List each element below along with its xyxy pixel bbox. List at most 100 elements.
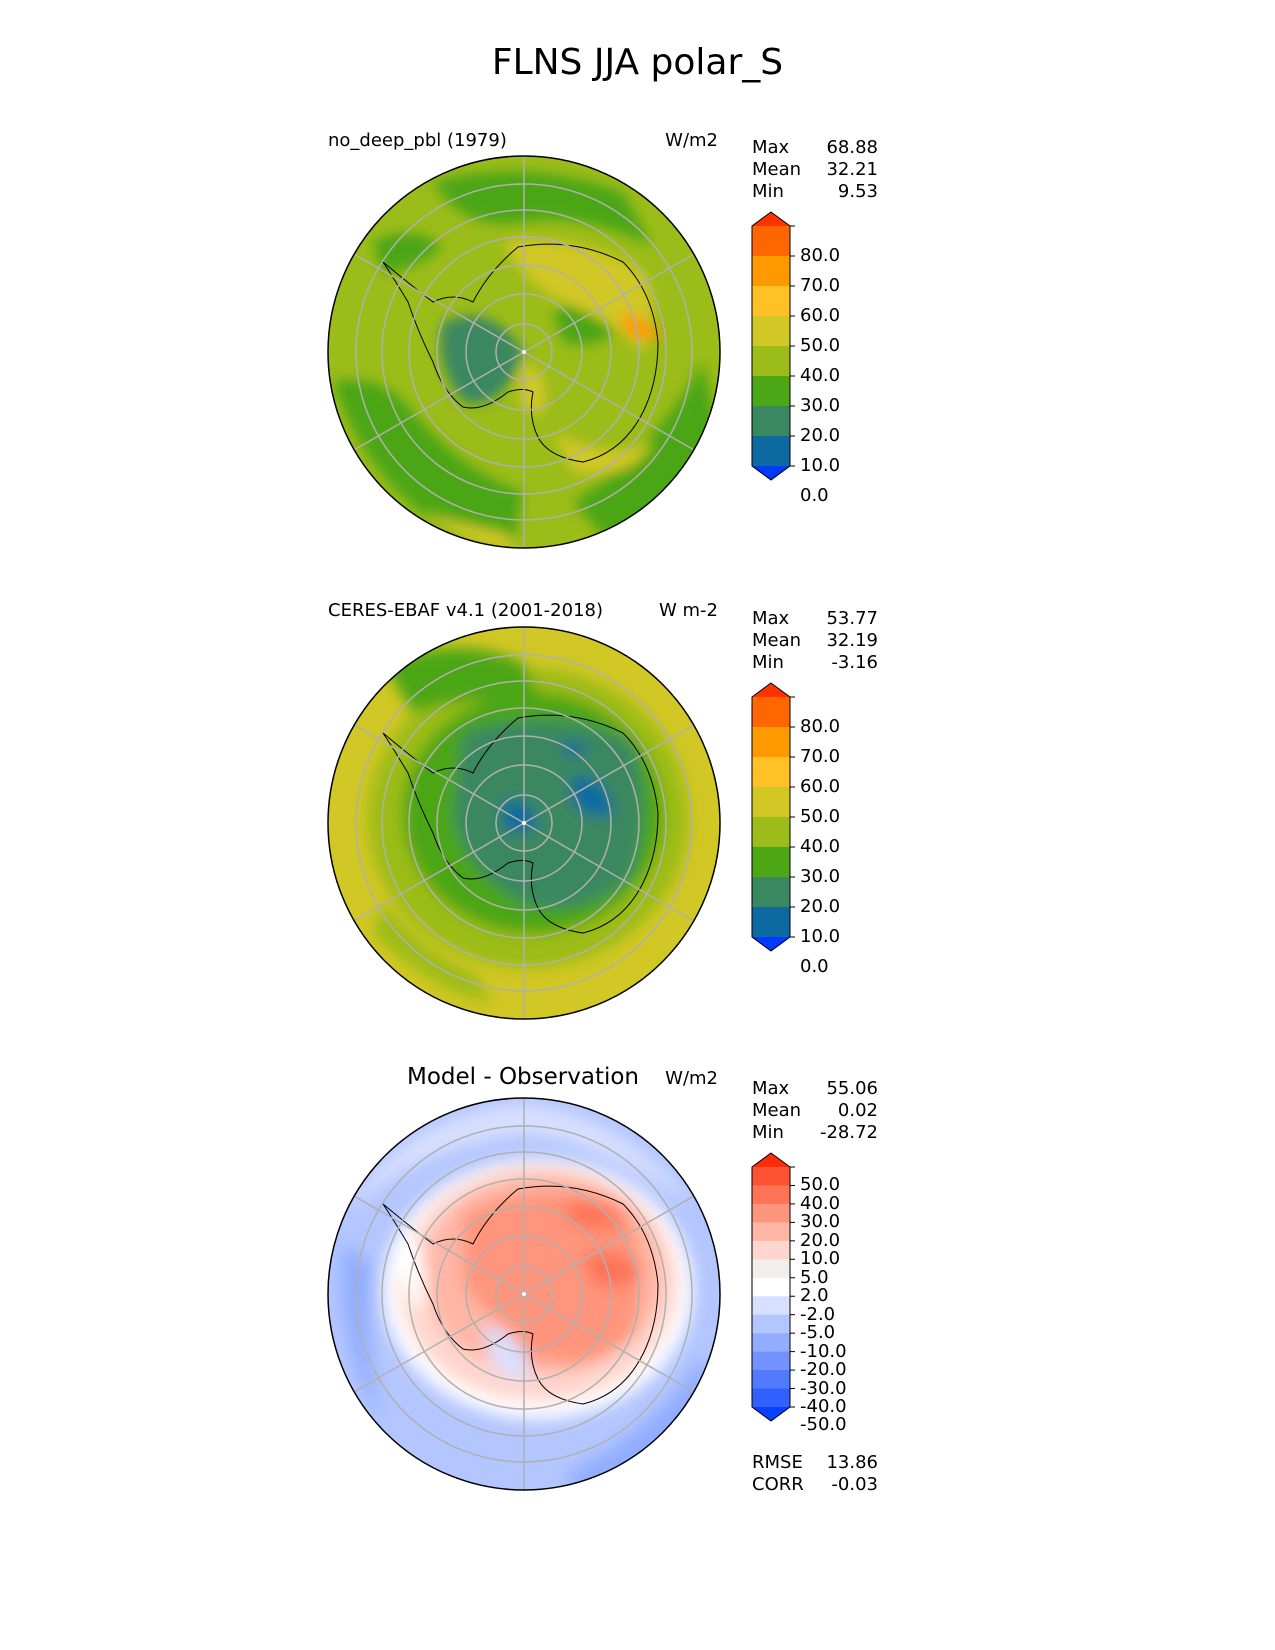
colorbar-extend-max	[752, 1153, 790, 1167]
colorbar-tick-label: 60.0	[800, 305, 841, 326]
metric-value: -0.03	[831, 1474, 878, 1495]
panel-1-map	[327, 155, 721, 549]
colorbar-segment	[752, 1167, 790, 1186]
colorbar-segment	[752, 1222, 790, 1242]
metric-label: CORR	[752, 1474, 804, 1495]
stat-value: -28.72	[819, 1122, 878, 1143]
colorbar-tick-label: -40.0	[800, 1396, 847, 1417]
colorbar-tick-label: -2.0	[800, 1303, 836, 1325]
colorbar-tick-label: 40.0	[800, 365, 841, 386]
colorbar-tick-label: 10.0	[800, 926, 841, 947]
colorbar-segment	[752, 226, 790, 257]
colorbar-segment	[752, 406, 790, 437]
colorbar-segment	[752, 847, 790, 878]
colorbar-segment	[752, 256, 790, 287]
colorbar-tick-label: 30.0	[800, 1211, 841, 1233]
colorbar-segment	[752, 1388, 790, 1408]
colorbar-tick-label: -20.0	[800, 1359, 847, 1381]
stat-value: 53.77	[826, 608, 878, 629]
colorbar-segment	[752, 316, 790, 347]
colorbar-tick-label: 20.0	[800, 1229, 841, 1251]
panel-2-colorbar	[751, 682, 795, 952]
colorbar-tick-label: 60.0	[800, 776, 841, 797]
colorbar-tick-label: 2.0	[800, 1285, 829, 1307]
panel-3-units: W/m2	[665, 1068, 718, 1089]
stat-value: 68.88	[826, 137, 878, 158]
colorbar-segment	[752, 697, 790, 728]
colorbar-tick-label: 80.0	[800, 716, 841, 737]
stat-value: 9.53	[837, 181, 878, 202]
colorbar-segment	[752, 787, 790, 818]
colorbar-tick-label: 10.0	[800, 455, 841, 476]
colorbar-tick-label: -10.0	[800, 1340, 847, 1362]
colorbar-tick-label: -50.0	[800, 1414, 847, 1436]
panel-1-colorbar	[751, 211, 795, 481]
colorbar-tick-label: 20.0	[800, 425, 841, 446]
colorbar-tick-label: 30.0	[800, 866, 841, 887]
colorbar-segment	[752, 1277, 790, 1297]
stat-value: 55.06	[826, 1078, 878, 1099]
colorbar-segment	[752, 1333, 790, 1353]
colorbar-tick-label: 30.0	[800, 395, 841, 416]
colorbar-extend-min	[752, 937, 790, 951]
colorbar-tick-label: 20.0	[800, 896, 841, 917]
stat-label: Min	[752, 652, 784, 673]
panel-3-map	[327, 1097, 721, 1491]
stat-label: Min	[752, 181, 784, 202]
colorbar-tick-label: 50.0	[800, 806, 841, 827]
colorbar-tick-label: 10.0	[800, 1248, 841, 1270]
colorbar-segment	[752, 727, 790, 758]
stat-label: Mean	[752, 1100, 802, 1121]
colorbar-segment	[752, 1259, 790, 1279]
colorbar-segment	[752, 1314, 790, 1334]
colorbar-segment	[752, 346, 790, 377]
stat-value: 32.21	[826, 159, 878, 180]
metric-value: 13.86	[826, 1452, 878, 1473]
panel-3-title: Model - Observation	[406, 1064, 640, 1090]
colorbar-segment	[752, 757, 790, 788]
colorbar-segment	[752, 1351, 790, 1371]
colorbar-segment	[752, 1370, 790, 1390]
panel-2-map	[327, 626, 721, 1020]
stat-value: 0.02	[837, 1100, 878, 1121]
colorbar-segment	[752, 1203, 790, 1223]
stat-value: 32.19	[826, 630, 878, 651]
colorbar-tick-label: -5.0	[800, 1322, 836, 1344]
colorbar-segment	[752, 817, 790, 848]
colorbar-segment	[752, 877, 790, 908]
colorbar-tick-label: 40.0	[800, 836, 841, 857]
colorbar-extend-max	[752, 212, 790, 226]
panel-2-stats: Max 53.77 Mean 32.19 Min -3.16	[752, 608, 878, 674]
stat-label: Max	[752, 137, 790, 158]
colorbar-segment	[752, 286, 790, 317]
metric-label: RMSE	[752, 1452, 803, 1473]
colorbar-segment	[752, 1240, 790, 1260]
colorbar-extend-max	[752, 683, 790, 697]
panel-2-title: CERES-EBAF v4.1 (2001-2018)	[328, 600, 604, 621]
colorbar-tick-label: 80.0	[800, 245, 841, 266]
stat-label: Min	[752, 1122, 784, 1143]
colorbar-segment	[752, 1185, 790, 1205]
colorbar-segment	[752, 907, 790, 938]
colorbar-tick-label: 50.0	[800, 1174, 841, 1196]
panel-1-units: W/m2	[665, 130, 718, 151]
stat-label: Max	[752, 608, 790, 629]
colorbar-tick-label: 50.0	[800, 335, 841, 356]
panel-3-colorbar	[751, 1152, 795, 1422]
panel-1-title: no_deep_pbl (1979)	[328, 130, 507, 151]
colorbar-tick-label: 5.0	[800, 1266, 829, 1288]
stat-value: -3.16	[831, 652, 878, 673]
colorbar-tick-label: 0.0	[800, 956, 829, 977]
colorbar-segment	[752, 1296, 790, 1316]
stat-label: Max	[752, 1078, 790, 1099]
colorbar-tick-label: 70.0	[800, 275, 841, 296]
colorbar-segment	[752, 376, 790, 407]
colorbar-extend-min	[752, 466, 790, 480]
colorbar-tick-label: 0.0	[800, 485, 829, 506]
stat-label: Mean	[752, 630, 802, 651]
panel-3-stats: Max 55.06 Mean 0.02 Min -28.72	[752, 1078, 878, 1144]
colorbar-segment	[752, 436, 790, 467]
colorbar-tick-label: 40.0	[800, 1192, 841, 1214]
colorbar-extend-min	[752, 1407, 790, 1421]
figure-title: FLNS JJA polar_S	[491, 42, 784, 83]
